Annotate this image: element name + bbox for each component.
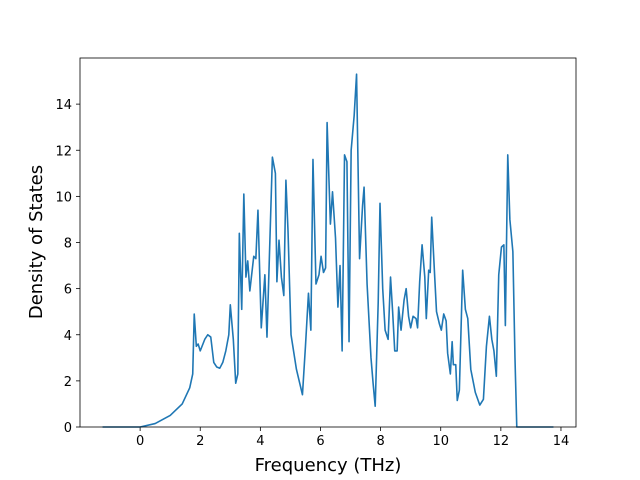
x-tick-label: 2 [196,434,204,449]
y-tick-label: 8 [64,237,72,252]
y-axis-label: Density of States [26,165,47,319]
y-tick-label: 14 [55,98,72,113]
y-tick-label: 6 [64,283,72,298]
x-tick-label: 12 [493,434,510,449]
plot-frame [79,57,577,428]
x-axis-label: Frequency (THz) [255,455,402,476]
y-tick-label: 2 [64,375,72,390]
line [102,73,554,428]
y-tick-label: 0 [64,421,72,436]
y-tick-label: 4 [64,329,72,344]
x-tick-label: 14 [553,434,570,449]
x-tick-label: 8 [376,434,384,449]
y-tick-label: 12 [55,144,72,159]
x-tick-label: 0 [136,434,144,449]
x-tick-label: 6 [316,434,324,449]
x-tick-label: 4 [256,434,264,449]
x-tick-label: 10 [432,434,449,449]
y-tick-label: 10 [55,190,72,205]
